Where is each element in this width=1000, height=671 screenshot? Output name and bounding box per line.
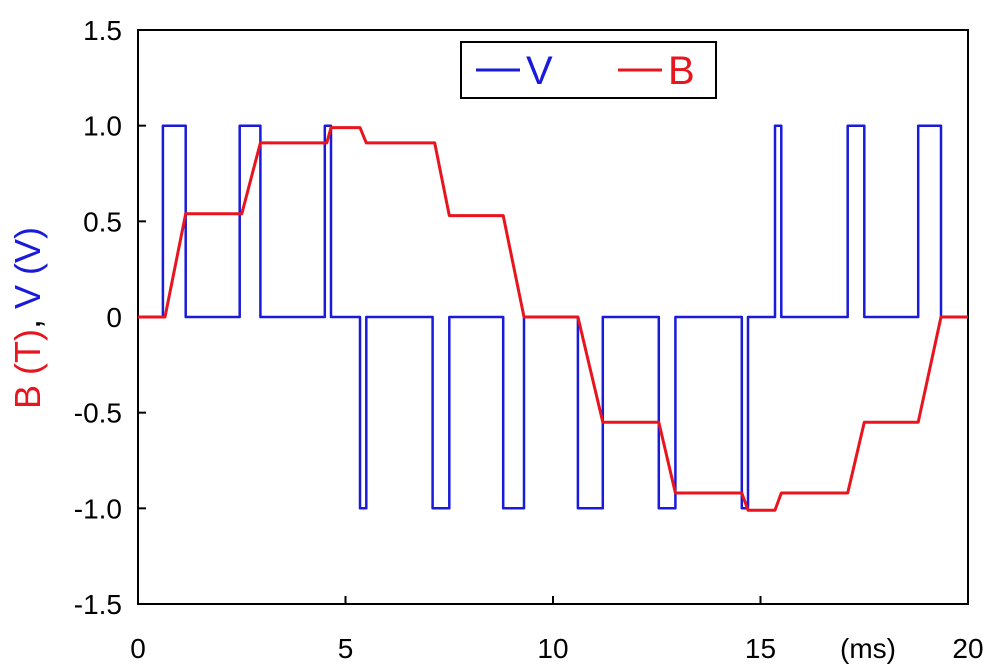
y-axis-label-v: V (V) — [7, 227, 48, 309]
axis-ticks: 0 5 10 15 20 1.5 1.0 0.5 0 -0.5 -1.0 -1.5 — [74, 15, 984, 664]
y-axis-label-separator: , — [7, 309, 48, 329]
x-tick-label: 0 — [130, 633, 146, 664]
y-tick-label: -1.5 — [74, 589, 122, 620]
legend-label-b: B — [668, 49, 695, 93]
x-tick-label: 15 — [745, 633, 776, 664]
series-layer — [138, 124, 968, 512]
y-axis-label: B (T), V (V) — [7, 227, 48, 409]
y-tick-label: 0 — [106, 302, 122, 333]
x-tick-label: 5 — [338, 633, 354, 664]
y-tick-label: 1.5 — [83, 15, 122, 46]
x-axis-unit-label: (ms) — [840, 633, 896, 664]
legend: V B — [460, 41, 717, 99]
x-tick-label: 10 — [537, 633, 568, 664]
y-tick-label: 1.0 — [83, 111, 122, 142]
x-tick-label: 20 — [952, 633, 983, 664]
y-axis-label-b: B (T) — [7, 329, 48, 409]
y-tick-label: 0.5 — [83, 206, 122, 237]
series-line-b — [138, 126, 968, 512]
y-tick-label: -1.0 — [74, 493, 122, 524]
y-tick-label: -0.5 — [74, 398, 122, 429]
legend-label-v: V — [526, 49, 553, 93]
